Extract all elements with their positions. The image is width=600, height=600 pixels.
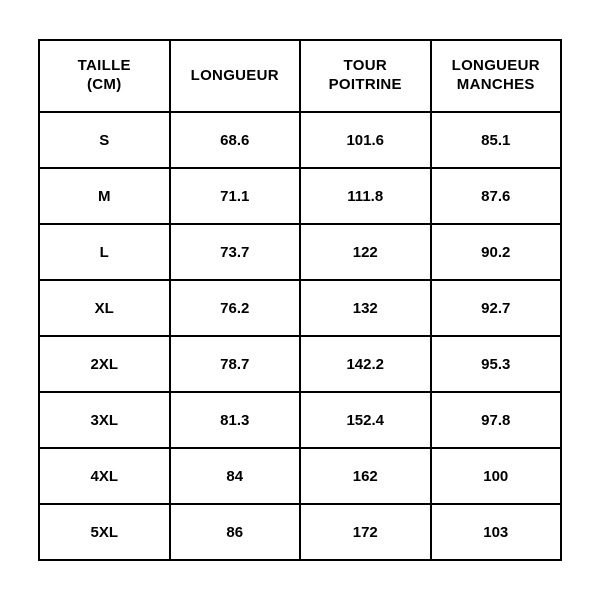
table-row: 5XL86172103 — [39, 504, 561, 560]
cell-longueur: 71.1 — [170, 168, 301, 224]
cell-longueur_manches: 92.7 — [431, 280, 562, 336]
cell-tour_poitrine: 162 — [300, 448, 431, 504]
page-container: TAILLE (CM) LONGUEUR TOUR POITRINE LONGU… — [0, 0, 600, 600]
header-text: TAILLE — [40, 57, 169, 76]
header-text: POITRINE — [301, 76, 430, 95]
cell-longueur_manches: 87.6 — [431, 168, 562, 224]
header-text: (CM) — [40, 76, 169, 95]
cell-longueur_manches: 85.1 — [431, 112, 562, 168]
cell-tour_poitrine: 122 — [300, 224, 431, 280]
cell-tour_poitrine: 101.6 — [300, 112, 431, 168]
cell-longueur: 78.7 — [170, 336, 301, 392]
cell-tour_poitrine: 111.8 — [300, 168, 431, 224]
cell-taille: 5XL — [39, 504, 170, 560]
cell-taille: 4XL — [39, 448, 170, 504]
size-table: TAILLE (CM) LONGUEUR TOUR POITRINE LONGU… — [38, 39, 562, 561]
cell-tour_poitrine: 172 — [300, 504, 431, 560]
table-row: 2XL78.7142.295.3 — [39, 336, 561, 392]
table-row: 4XL84162100 — [39, 448, 561, 504]
cell-longueur: 86 — [170, 504, 301, 560]
cell-taille: M — [39, 168, 170, 224]
header-text: LONGUEUR — [432, 57, 561, 76]
cell-tour_poitrine: 132 — [300, 280, 431, 336]
cell-tour_poitrine: 142.2 — [300, 336, 431, 392]
col-header-longueur-manches: LONGUEUR MANCHES — [431, 40, 562, 112]
cell-taille: XL — [39, 280, 170, 336]
cell-longueur_manches: 97.8 — [431, 392, 562, 448]
table-row: M71.1111.887.6 — [39, 168, 561, 224]
cell-longueur: 84 — [170, 448, 301, 504]
header-text: TOUR — [301, 57, 430, 76]
cell-taille: L — [39, 224, 170, 280]
cell-longueur_manches: 95.3 — [431, 336, 562, 392]
cell-longueur: 68.6 — [170, 112, 301, 168]
header-text: MANCHES — [432, 76, 561, 95]
cell-longueur: 73.7 — [170, 224, 301, 280]
cell-longueur_manches: 103 — [431, 504, 562, 560]
cell-taille: 3XL — [39, 392, 170, 448]
cell-longueur: 81.3 — [170, 392, 301, 448]
table-row: S68.6101.685.1 — [39, 112, 561, 168]
cell-taille: S — [39, 112, 170, 168]
table-row: XL76.213292.7 — [39, 280, 561, 336]
table-header: TAILLE (CM) LONGUEUR TOUR POITRINE LONGU… — [39, 40, 561, 112]
header-text: LONGUEUR — [171, 67, 300, 86]
col-header-taille: TAILLE (CM) — [39, 40, 170, 112]
cell-longueur: 76.2 — [170, 280, 301, 336]
table-row: 3XL81.3152.497.8 — [39, 392, 561, 448]
col-header-longueur: LONGUEUR — [170, 40, 301, 112]
header-row: TAILLE (CM) LONGUEUR TOUR POITRINE LONGU… — [39, 40, 561, 112]
col-header-tour-poitrine: TOUR POITRINE — [300, 40, 431, 112]
cell-longueur_manches: 100 — [431, 448, 562, 504]
cell-tour_poitrine: 152.4 — [300, 392, 431, 448]
table-row: L73.712290.2 — [39, 224, 561, 280]
cell-longueur_manches: 90.2 — [431, 224, 562, 280]
table-body: S68.6101.685.1M71.1111.887.6L73.712290.2… — [39, 112, 561, 560]
cell-taille: 2XL — [39, 336, 170, 392]
